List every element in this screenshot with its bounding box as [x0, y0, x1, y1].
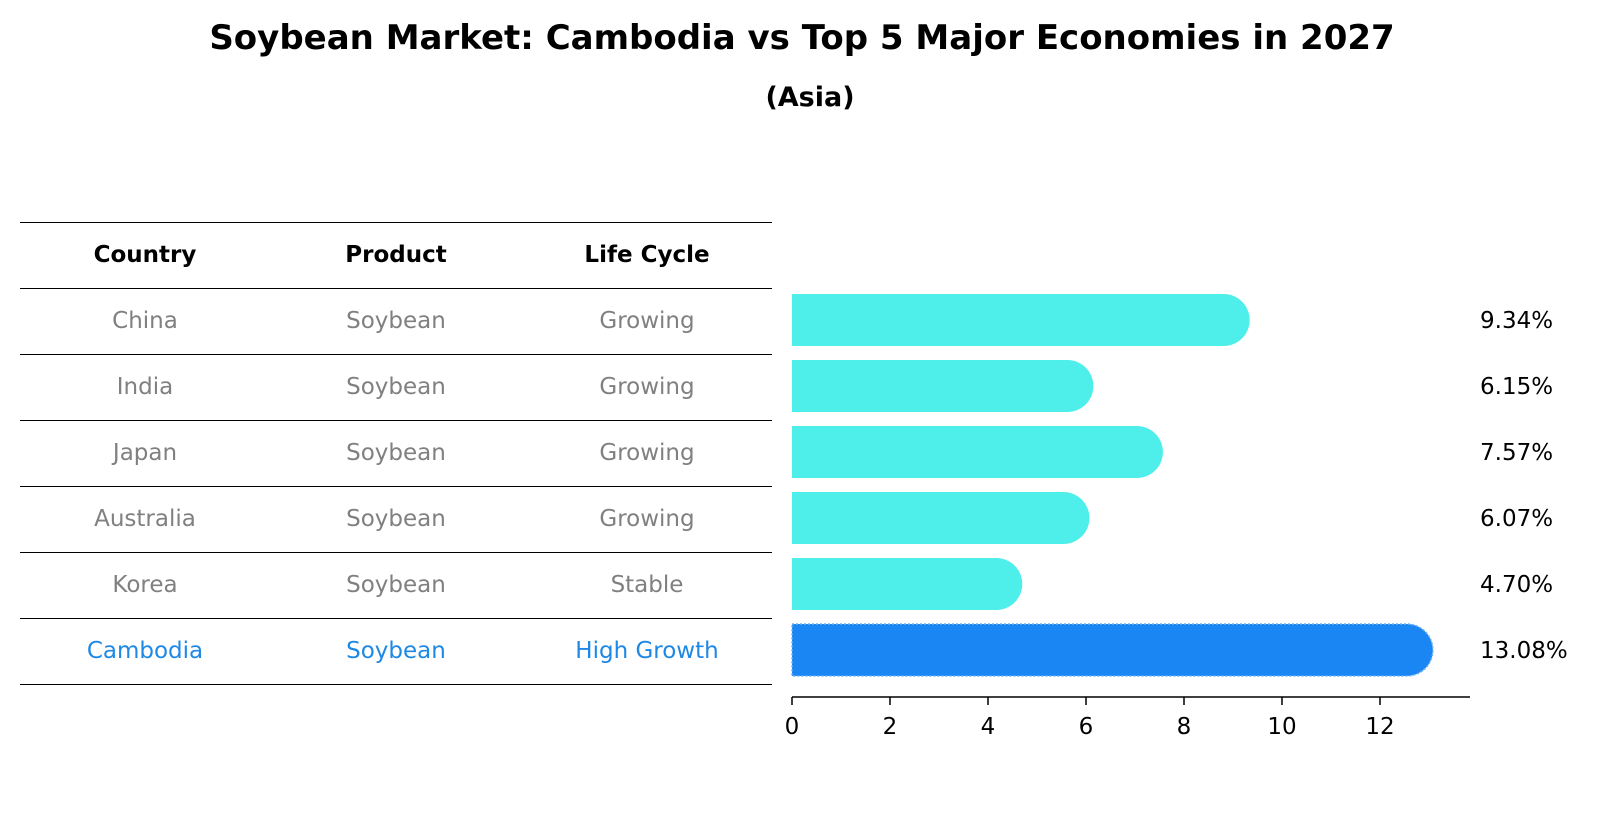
bar-highlight	[791, 623, 1434, 677]
cell-country: Cambodia	[86, 638, 204, 664]
table-row-rule	[20, 552, 772, 553]
table-row-rule	[20, 420, 772, 421]
table-row: Japan Soybean Growing	[20, 420, 772, 486]
bar-value-label: 6.15%	[1480, 374, 1553, 400]
bar	[792, 426, 1163, 478]
table-bottom-rule	[20, 684, 772, 685]
cell-life-cycle: Growing	[599, 374, 695, 400]
bar	[792, 360, 1094, 412]
table-row: Australia Soybean Growing	[20, 486, 772, 552]
cell-country: India	[116, 374, 174, 400]
cell-life-cycle: Growing	[599, 440, 695, 466]
bar	[792, 294, 1250, 346]
table-header-row: Country Product Life Cycle	[20, 222, 772, 288]
chart-title: Soybean Market: Cambodia vs Top 5 Major …	[209, 18, 1395, 58]
bar-value-label: 6.07%	[1480, 506, 1553, 532]
header-country: Country	[93, 242, 197, 268]
cell-product: Soybean	[346, 374, 446, 400]
header-life-cycle: Life Cycle	[584, 242, 710, 268]
x-tick-label: 6	[1079, 714, 1094, 740]
bar-value-label: 7.57%	[1480, 440, 1553, 466]
bar-value-label: 9.34%	[1480, 308, 1553, 334]
table-row-rule	[20, 354, 772, 355]
table-row: China Soybean Growing	[20, 288, 772, 354]
table-row: Korea Soybean Stable	[20, 552, 772, 618]
x-tick-label: 2	[883, 714, 898, 740]
table-row-rule	[20, 486, 772, 487]
x-tick-label: 4	[981, 714, 996, 740]
bar	[792, 492, 1090, 544]
header-product: Product	[345, 242, 447, 268]
x-tick-label: 8	[1177, 714, 1192, 740]
cell-country: Japan	[112, 440, 178, 466]
cell-life-cycle: Growing	[599, 506, 695, 532]
bar-value-label: 13.08%	[1480, 638, 1568, 664]
x-tick-label: 10	[1267, 714, 1296, 740]
cell-life-cycle: Stable	[610, 572, 684, 598]
cell-product: Soybean	[346, 638, 446, 664]
cell-country: China	[112, 308, 178, 334]
chart-subtitle: (Asia)	[765, 82, 855, 113]
table-top-rule	[20, 222, 772, 223]
cell-life-cycle: Growing	[599, 308, 695, 334]
table-row-rule	[20, 618, 772, 619]
cell-product: Soybean	[346, 572, 446, 598]
bar	[792, 558, 1023, 610]
table-header-rule	[20, 288, 772, 289]
cell-product: Soybean	[346, 506, 446, 532]
cell-country: Korea	[112, 572, 178, 598]
bar-value-label: 4.70%	[1480, 572, 1553, 598]
table-row-highlight: Cambodia Soybean High Growth	[20, 618, 772, 684]
x-tick-label: 0	[785, 714, 800, 740]
cell-country: Australia	[94, 506, 196, 532]
cell-life-cycle: High Growth	[575, 638, 719, 664]
x-tick-label: 12	[1365, 714, 1394, 740]
cell-product: Soybean	[346, 308, 446, 334]
table-row: India Soybean Growing	[20, 354, 772, 420]
cell-product: Soybean	[346, 440, 446, 466]
